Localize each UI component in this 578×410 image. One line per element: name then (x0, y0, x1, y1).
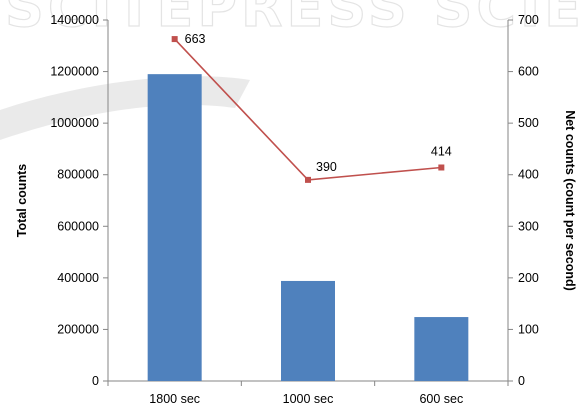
right-tick-label: 100 (518, 322, 539, 336)
x-tick-label: 600 sec (419, 392, 463, 406)
line-point (305, 176, 311, 183)
x-tick-label: 1000 sec (283, 392, 334, 406)
y-axis-title: Total counts (15, 164, 29, 237)
x-tick-label: 1800 sec (149, 392, 200, 406)
left-tick-label: 0 (92, 374, 99, 388)
bar (147, 74, 202, 382)
left-tick-label: 200000 (57, 322, 99, 336)
left-tick-label: 600000 (57, 219, 99, 233)
right-tick-label: 0 (518, 374, 525, 388)
right-tick-label: 300 (518, 219, 539, 233)
watermark-text: SCITEPRESS SCIENCE AND TECHNOLOGY PUBLIC… (5, 0, 578, 39)
data-label: 390 (316, 160, 337, 174)
series-line (174, 38, 442, 181)
line-point (171, 36, 178, 43)
bar (281, 280, 335, 381)
watermark-swoosh (0, 76, 250, 140)
left-tick-label: 400000 (57, 271, 99, 285)
data-label: 414 (431, 144, 452, 158)
bar (414, 317, 469, 381)
left-tick-label: 1000000 (50, 116, 99, 130)
data-label: 663 (185, 32, 206, 46)
right-tick-label: 200 (518, 271, 539, 285)
left-tick-label: 800000 (57, 168, 99, 182)
y2-axis-title: Net counts (count per second) (563, 110, 577, 291)
right-tick-label: 500 (518, 116, 539, 130)
plot-area: 0 200000 400000 600000 800000 1000000 1200000 1… (15, 13, 577, 406)
right-tick-label: 400 (518, 168, 539, 182)
left-tick-label: 1200000 (50, 65, 99, 79)
left-tick-label: 1400000 (50, 13, 99, 27)
right-tick-label: 600 (518, 65, 539, 79)
right-tick-label: 700 (518, 13, 539, 27)
line-point (438, 164, 445, 171)
